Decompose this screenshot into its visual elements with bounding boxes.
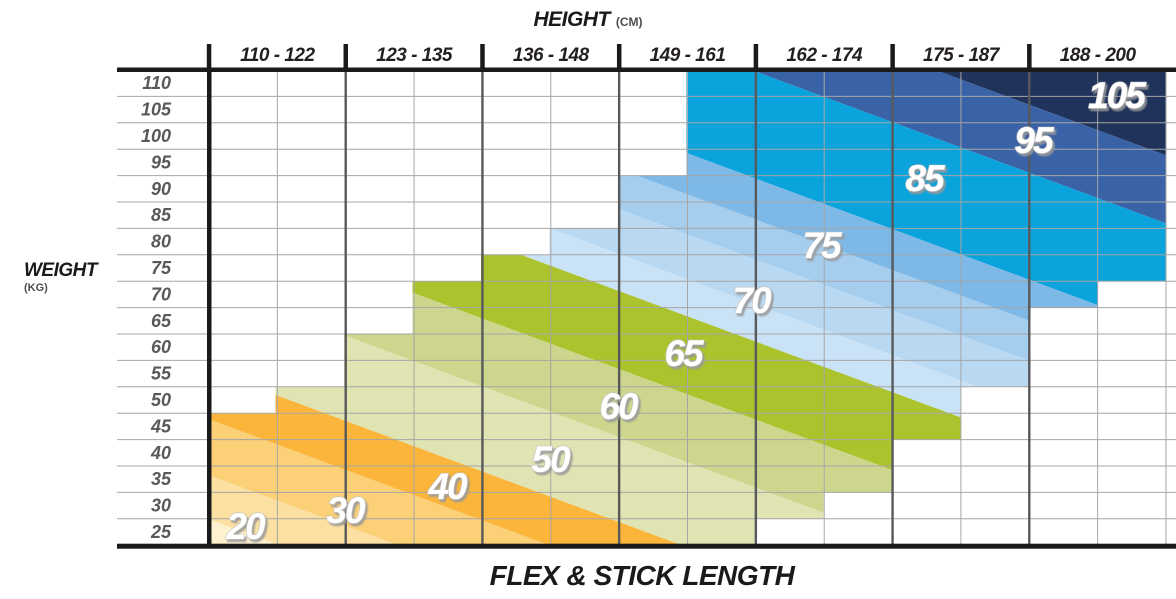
header-tick bbox=[616, 44, 622, 68]
weight-row-label: 65 bbox=[151, 311, 172, 331]
header-tick bbox=[206, 44, 212, 68]
height-range-header: 149 - 161 bbox=[650, 45, 726, 66]
header-tick bbox=[343, 44, 349, 68]
weight-row-label: 105 bbox=[141, 100, 172, 120]
flex-value-label: 70 bbox=[732, 280, 772, 321]
weight-axis-title-text: WEIGHT bbox=[24, 260, 98, 281]
height-range-headers: 110 - 122 123 - 135 136 - 148 149 - 161 162 … bbox=[240, 45, 1137, 66]
flex-value-label: 40 bbox=[427, 466, 468, 507]
grid-lines bbox=[117, 70, 1176, 546]
flex-value-label: 20 bbox=[225, 506, 266, 547]
flex-value-label: 30 bbox=[326, 490, 366, 531]
weight-row-label: 75 bbox=[151, 258, 172, 278]
column-boundary-lines bbox=[344, 70, 1031, 546]
flex-value-label: 50 bbox=[531, 439, 571, 480]
weight-axis-unit: (KG) bbox=[24, 282, 48, 294]
height-axis-title: HEIGHT (CM) bbox=[0, 8, 1176, 32]
flex-value-labels: 20 30 40 50 60 65 70 75 85 95 105 bbox=[225, 74, 1150, 547]
height-range-header: 162 - 174 bbox=[786, 45, 863, 66]
flex-value-label: 105 bbox=[1088, 75, 1147, 116]
weight-row-labels: 110 105 100 95 90 85 80 75 70 65 60 55 50 45 40 35 30 25 bbox=[141, 73, 172, 542]
height-range-header: 123 - 135 bbox=[376, 45, 453, 66]
weight-row-label: 90 bbox=[151, 179, 171, 199]
flex-value-label: 85 bbox=[905, 158, 946, 199]
chart-bottom-title: FLEX & STICK LENGTH bbox=[0, 560, 1176, 592]
weight-row-label: 60 bbox=[151, 337, 171, 357]
weight-row-label: 35 bbox=[151, 469, 172, 489]
weight-row-label: 25 bbox=[150, 522, 172, 542]
flex-zone-40 bbox=[209, 336, 1166, 546]
header-tick bbox=[1027, 44, 1032, 68]
header-tick bbox=[753, 44, 759, 68]
chart-bottom-title-text: FLEX & STICK LENGTH bbox=[489, 560, 795, 591]
height-axis-unit: (CM) bbox=[615, 15, 643, 29]
flex-zone-50 bbox=[209, 251, 1166, 546]
height-range-header: 188 - 200 bbox=[1060, 45, 1137, 66]
weight-row-label: 80 bbox=[151, 232, 171, 252]
flex-zone-30 bbox=[209, 385, 1166, 546]
weight-row-label: 30 bbox=[151, 496, 171, 516]
flex-value-label: 65 bbox=[664, 333, 705, 374]
weight-row-label: 50 bbox=[151, 390, 171, 410]
flex-zone-95 bbox=[209, 70, 1166, 228]
flex-value-label: 60 bbox=[599, 386, 639, 427]
flex-value-label: 95 bbox=[1014, 120, 1055, 161]
height-axis-title-text: HEIGHT bbox=[533, 8, 611, 31]
weight-row-label: 40 bbox=[150, 443, 171, 463]
weight-row-label: 70 bbox=[151, 284, 171, 304]
height-range-header: 110 - 122 bbox=[240, 45, 315, 66]
flex-value-label: 75 bbox=[802, 225, 843, 266]
chart-frame bbox=[117, 44, 1176, 549]
weight-row-label: 95 bbox=[151, 152, 172, 172]
weight-row-label: 45 bbox=[150, 416, 172, 436]
flex-zone-bands bbox=[209, 70, 1166, 546]
header-tick bbox=[890, 44, 895, 68]
weight-row-label: 85 bbox=[151, 205, 172, 225]
height-range-header: 175 - 187 bbox=[923, 45, 1001, 66]
height-range-header: 136 - 148 bbox=[513, 45, 590, 66]
header-tick bbox=[480, 44, 485, 68]
weight-row-label: 100 bbox=[141, 126, 171, 146]
weight-row-label: 110 bbox=[142, 73, 171, 93]
weight-axis-title: WEIGHT (KG) bbox=[24, 260, 98, 294]
weight-row-label: 55 bbox=[151, 364, 172, 384]
